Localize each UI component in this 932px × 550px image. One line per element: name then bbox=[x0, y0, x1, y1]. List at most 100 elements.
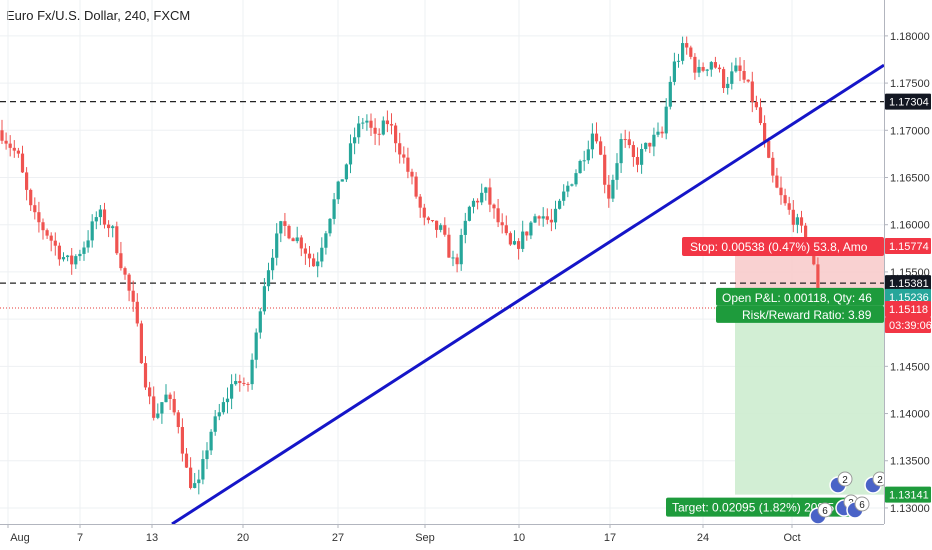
candle-body bbox=[656, 131, 660, 135]
candle-body bbox=[418, 196, 422, 208]
marker-count: 2 bbox=[842, 475, 848, 486]
stop-label-box bbox=[682, 237, 884, 257]
pnl-label: Open P&L: 0.00118, Qty: 46 bbox=[722, 291, 872, 305]
candle-body bbox=[111, 226, 115, 229]
candle-body bbox=[78, 253, 82, 257]
candle-body bbox=[332, 199, 336, 219]
candle-body bbox=[631, 145, 635, 157]
candle-body bbox=[164, 394, 168, 403]
event-marker-icon[interactable]: 6 bbox=[809, 502, 833, 525]
candle-body bbox=[537, 216, 541, 219]
candle-body bbox=[512, 241, 517, 245]
candle-body bbox=[98, 209, 102, 218]
candle-body bbox=[676, 60, 681, 62]
current-price-tag: 1.15118 bbox=[889, 304, 928, 316]
x-tick-label: 13 bbox=[146, 532, 158, 544]
y-tick-label: 1.16500 bbox=[890, 172, 930, 184]
candle-body bbox=[275, 233, 279, 258]
candle-body bbox=[488, 187, 492, 205]
level-tag: 1.17304 bbox=[889, 97, 929, 109]
count-badge bbox=[837, 471, 853, 487]
stop-price-tag: 1.15774 bbox=[889, 241, 929, 253]
target-label-box bbox=[666, 497, 854, 517]
x-tick-label: 20 bbox=[237, 532, 249, 544]
candle-body bbox=[299, 237, 303, 249]
candle-body bbox=[238, 381, 242, 383]
candle-body bbox=[25, 172, 29, 190]
candle-body bbox=[131, 290, 135, 302]
candle-body bbox=[45, 230, 49, 236]
candle-body bbox=[574, 173, 578, 185]
candle-body bbox=[373, 127, 377, 134]
candle-body bbox=[156, 413, 160, 418]
candle-body bbox=[160, 402, 164, 414]
candle-body bbox=[529, 222, 533, 236]
candle-body bbox=[66, 255, 70, 258]
event-marker-icon[interactable]: 2 bbox=[864, 471, 888, 494]
candle-body bbox=[525, 231, 529, 236]
candle-body bbox=[287, 225, 291, 239]
candle-body bbox=[635, 156, 640, 165]
event-marker-icon[interactable]: 2 bbox=[829, 471, 853, 494]
rr-label: Risk/Reward Ratio: 3.89 bbox=[742, 308, 872, 322]
candle-body bbox=[783, 195, 787, 204]
candle-body bbox=[102, 209, 107, 225]
candle-body bbox=[430, 220, 435, 222]
candle-body bbox=[812, 249, 816, 265]
candle-body bbox=[213, 416, 217, 432]
countdown-bg bbox=[885, 316, 931, 333]
y-tick-label: 1.18000 bbox=[890, 31, 930, 43]
candle-body bbox=[353, 137, 357, 144]
event-marker-icon[interactable]: 6 bbox=[846, 496, 870, 519]
candle-body bbox=[426, 217, 430, 221]
candle-body bbox=[750, 81, 754, 102]
y-tick-label: 1.13000 bbox=[890, 503, 930, 515]
candle-body bbox=[582, 160, 586, 162]
candle-body bbox=[562, 191, 566, 201]
candle-body bbox=[730, 71, 734, 84]
candle-body bbox=[496, 208, 500, 223]
x-tick-label: 17 bbox=[604, 532, 616, 544]
candle-body bbox=[406, 157, 410, 172]
candle-body bbox=[291, 238, 295, 242]
candle-body bbox=[615, 163, 619, 180]
candle-body bbox=[459, 234, 463, 265]
event-markers[interactable]: 22636 bbox=[809, 471, 888, 525]
x-tick-label: 27 bbox=[332, 532, 344, 544]
candle-body bbox=[266, 270, 271, 287]
candle-body bbox=[402, 154, 406, 158]
candle-body bbox=[422, 207, 426, 218]
y-tick-label: 1.17500 bbox=[890, 78, 930, 90]
candle-body bbox=[148, 387, 152, 397]
candle-body bbox=[521, 231, 525, 249]
candle-body bbox=[201, 459, 205, 480]
candle-body bbox=[795, 217, 799, 225]
candle-body bbox=[398, 143, 402, 155]
target-price-tag-bg bbox=[885, 486, 931, 503]
candle-body bbox=[603, 154, 607, 185]
candle-body bbox=[767, 140, 771, 158]
x-tick-label: 24 bbox=[697, 532, 709, 544]
marker-count: 2 bbox=[877, 475, 883, 486]
candle-body bbox=[127, 274, 131, 291]
candle-body bbox=[648, 142, 652, 147]
candle-body bbox=[225, 398, 230, 403]
entry-price-tag: 1.15236 bbox=[889, 292, 929, 304]
candle-body bbox=[586, 149, 590, 161]
candle-body bbox=[115, 226, 119, 254]
candle-body bbox=[717, 67, 722, 70]
candle-body bbox=[599, 141, 603, 155]
pnl-label-box bbox=[716, 287, 884, 306]
trendline-group[interactable] bbox=[171, 63, 884, 524]
candle-body bbox=[197, 479, 201, 484]
candle-body bbox=[758, 107, 763, 124]
candle-body bbox=[746, 79, 750, 82]
candle-body bbox=[361, 122, 365, 124]
candle-body bbox=[443, 225, 447, 235]
candle-body bbox=[234, 381, 238, 385]
trendline[interactable] bbox=[171, 63, 884, 524]
candle-body bbox=[660, 131, 664, 134]
candle-body bbox=[279, 221, 283, 234]
